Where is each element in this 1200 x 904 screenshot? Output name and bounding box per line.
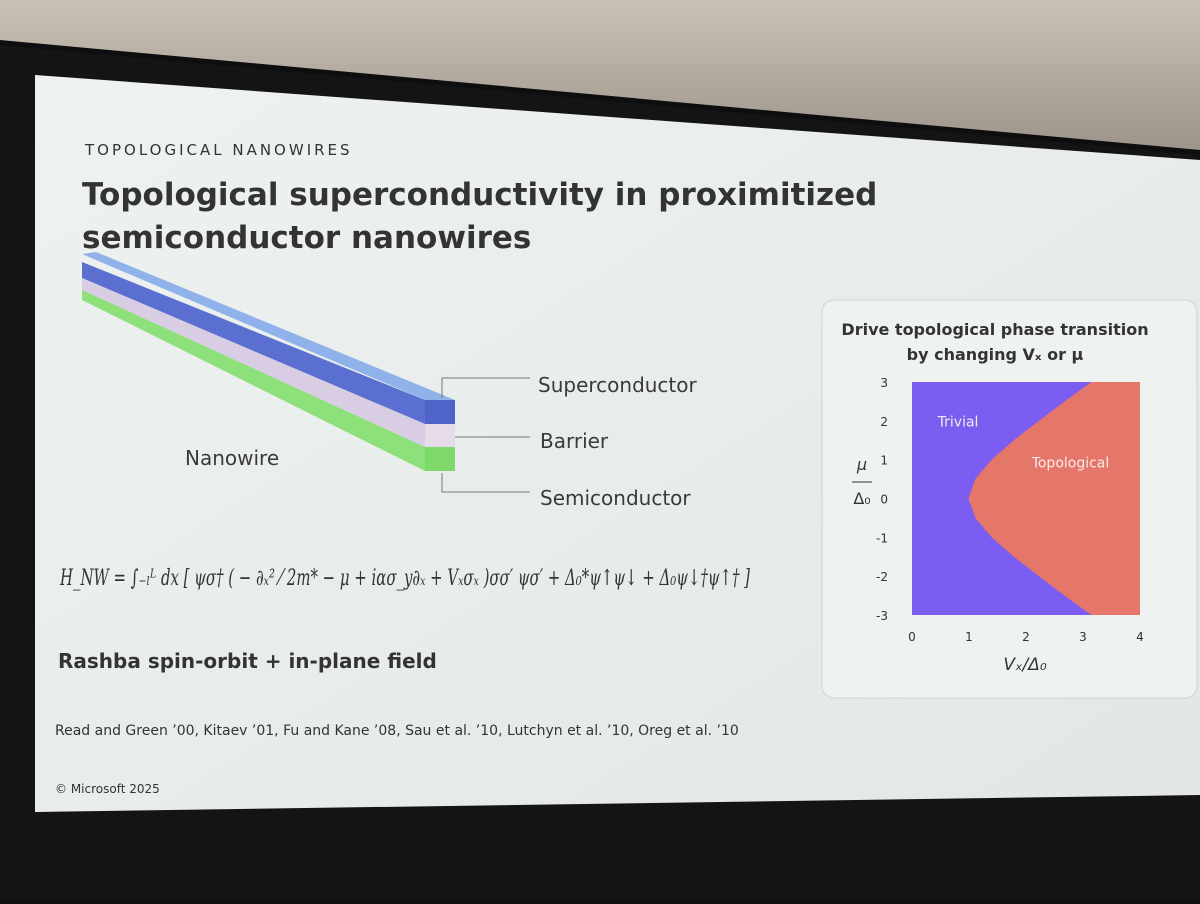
wire-superconductor [82,262,425,424]
connector [441,473,530,493]
copyright: © Microsoft 2025 [55,782,160,796]
slide-title: Topological superconductivity in proximi… [82,177,877,213]
wire-barrier [82,278,425,447]
y-tick-label: -1 [876,531,888,545]
connector [441,377,530,398]
y-tick-label: 2 [880,415,888,429]
y-axis-label: μ [856,455,867,474]
phase-boundary [968,381,1093,616]
y-tick-label: 3 [880,376,888,390]
label-nanowire: Nanowire [185,446,279,470]
section-label: TOPOLOGICAL NANOWIRES [84,141,353,159]
x-axis-label: Vₓ/Δ₀ [1003,655,1047,675]
y-tick-label: -2 [876,570,888,584]
label-semiconductor: Semiconductor [540,486,691,510]
ceiling [0,0,1200,150]
wire-semiconductor [82,290,425,471]
y-tick-label: -3 [876,609,888,623]
region-topological [969,382,1140,615]
y-tick-label: 1 [880,454,888,468]
chart-title: by changing Vₓ or μ [907,345,1084,364]
nanowire-diagram [82,252,530,493]
x-tick-label: 1 [965,630,973,644]
x-tick-label: 4 [1136,630,1144,644]
wire-end [425,400,455,424]
region-label: Topological [1031,455,1110,471]
hamiltonian: H_NW = ∫₋ₗᴸ dx [ ψσ† ( − ∂ₓ² ⁄ 2m* − μ +… [59,566,750,591]
references: Read and Green ’00, Kitaev ’01, Fu and K… [55,723,739,739]
wire-end [425,447,455,471]
x-tick-label: 0 [908,630,916,644]
subtitle: Rashba spin-orbit + in-plane field [58,649,437,673]
wire-top [82,252,455,400]
x-tick-label: 3 [1079,630,1087,644]
region-label: Trivial [937,415,979,431]
label-barrier: Barrier [540,429,609,453]
chart-title: Drive topological phase transition [841,320,1148,339]
label-superconductor: Superconductor [538,373,698,397]
y-tick-label: 0 [880,493,888,507]
y-axis-label: Δ₀ [853,489,870,508]
x-tick-label: 2 [1022,630,1030,644]
wire-end [425,424,455,447]
slide-title: semiconductor nanowires [82,220,531,256]
